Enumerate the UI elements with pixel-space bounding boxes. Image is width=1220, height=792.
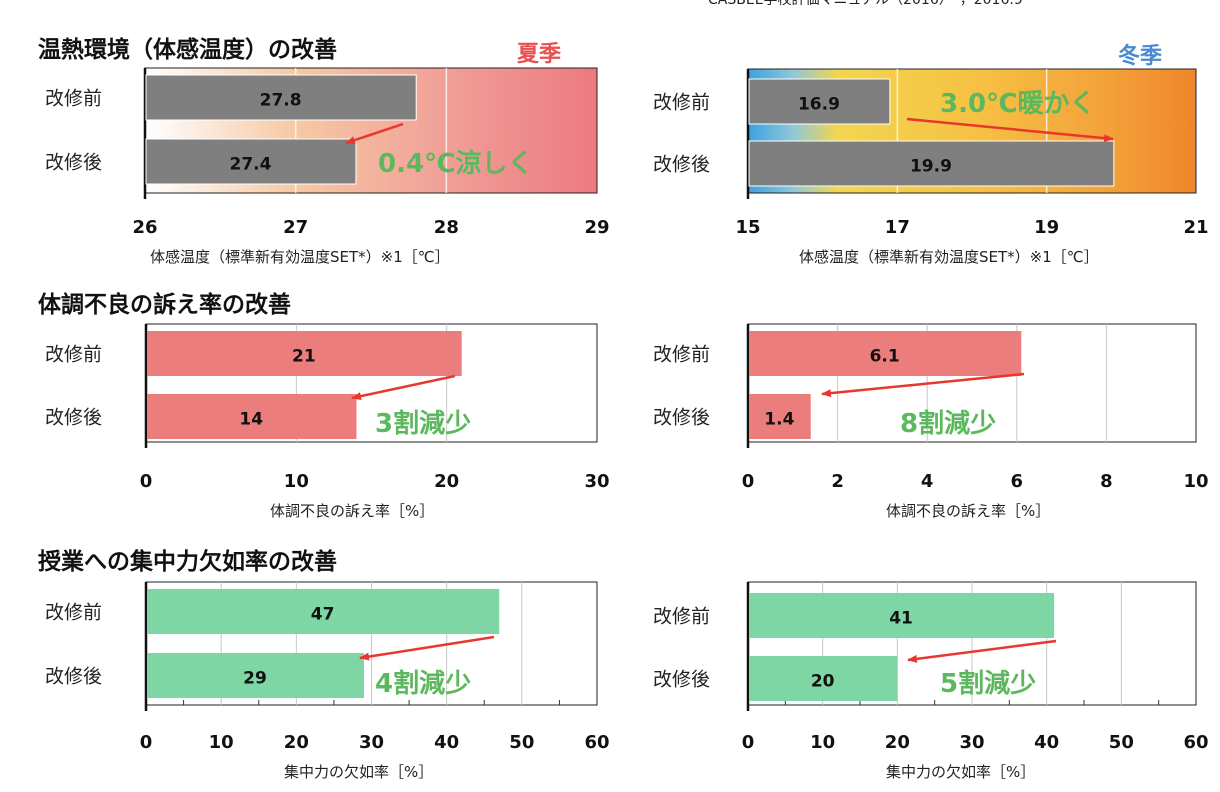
tick-label: 0 [140,732,153,753]
annotation-label: 8割減少 [900,408,996,439]
data-label: 27.4 [229,155,271,175]
data-label: 41 [889,609,913,629]
tick-label: 17 [885,217,910,238]
tick-label: 4 [921,471,934,492]
tick-label: 30 [959,732,984,753]
bar-before [748,78,891,125]
change-arrow [906,117,1114,143]
tick-label: 10 [810,732,835,753]
bar-after [147,394,357,439]
x-axis-label: 体感温度（標準新有効温度SET*）※1［℃］ [799,248,1099,266]
change-arrow [907,639,1057,663]
category-label: 改修後 [45,407,102,429]
tick-label: 6 [1011,471,1024,492]
section-title-thermal: 温熱環境（体感温度）の改善 [38,37,337,63]
tick-label: 30 [584,471,609,492]
bar-after [145,138,357,185]
tick-label: 60 [1183,732,1208,753]
data-label: 29 [243,669,267,689]
tick-label: 10 [209,732,234,753]
category-label: 改修前 [45,602,102,624]
section-title-focus: 授業への集中力欠如率の改善 [38,549,337,575]
tick-label: 19 [1034,217,1059,238]
annotation-label: 5割減少 [940,668,1036,699]
data-label: 21 [292,347,316,367]
annotation-label: 0.4℃涼しく [378,149,534,179]
season-label-summer: 夏季 [517,42,562,67]
change-arrow [345,122,404,145]
tick-label: 60 [584,732,609,753]
annotation-label: 3.0℃暖かく [940,89,1096,119]
tick-label: 15 [735,217,760,238]
tick-label: 50 [509,732,534,753]
tick-label: 0 [140,471,153,492]
data-label: 14 [239,410,263,430]
x-axis-label: 体感温度（標準新有効温度SET*）※1［℃］ [150,248,450,266]
section-title-complaint: 体調不良の訴え率の改善 [38,292,291,318]
data-label: 19.9 [910,157,952,177]
x-axis-label: 集中力の欠如率［%］ [886,763,1035,781]
bar-before [147,331,462,376]
tick-label: 21 [1183,217,1208,238]
x-axis-label: 集中力の欠如率［%］ [284,763,433,781]
x-axis-label: 体調不良の訴え率［%］ [270,502,434,520]
bar-before [145,74,417,121]
category-label: 改修後 [45,666,102,688]
category-label: 改修後 [45,152,102,174]
category-label: 改修前 [653,344,710,366]
bar-before [749,331,1022,376]
tick-label: 20 [284,732,309,753]
change-arrow [821,372,1025,398]
annotation-label: 4割減少 [375,668,471,699]
change-arrow [359,635,495,661]
bar-before [147,589,500,634]
data-label: 20 [811,672,835,692]
tick-label: 27 [283,217,308,238]
season-label-winter: 冬季 [1118,44,1163,69]
bar-after [749,394,811,439]
tick-label: 30 [359,732,384,753]
x-axis-label: 体調不良の訴え率［%］ [886,502,1050,520]
tick-label: 28 [434,217,459,238]
tick-label: 20 [434,471,459,492]
bar-before [749,593,1055,638]
bar-after [147,653,364,698]
tick-label: 10 [284,471,309,492]
data-label: 6.1 [870,347,900,367]
bar-after [748,140,1115,187]
tick-label: 20 [885,732,910,753]
category-label: 改修後 [653,407,710,429]
data-label: 16.9 [798,95,840,115]
tick-label: 0 [742,732,755,753]
tick-label: 40 [434,732,459,753]
category-label: 改修後 [653,669,710,691]
category-label: 改修前 [653,92,710,114]
tick-label: 8 [1100,471,1113,492]
tick-label: 29 [584,217,609,238]
category-label: 改修後 [653,154,710,176]
tick-label: 2 [831,471,844,492]
tick-label: 10 [1183,471,1208,492]
tick-label: 40 [1034,732,1059,753]
annotation-label: 3割減少 [375,408,471,439]
data-label: 27.8 [260,91,302,111]
data-label: 47 [311,605,335,625]
category-label: 改修前 [653,606,710,628]
source-note: CASBEE学校評価マニュアル（2016） ，2016.9 [708,0,1023,8]
tick-label: 50 [1109,732,1134,753]
category-label: 改修前 [45,88,102,110]
data-label: 1.4 [764,410,794,430]
category-label: 改修前 [45,344,102,366]
bar-after [749,656,898,701]
tick-label: 0 [742,471,755,492]
change-arrow [351,374,456,401]
tick-label: 26 [132,217,157,238]
